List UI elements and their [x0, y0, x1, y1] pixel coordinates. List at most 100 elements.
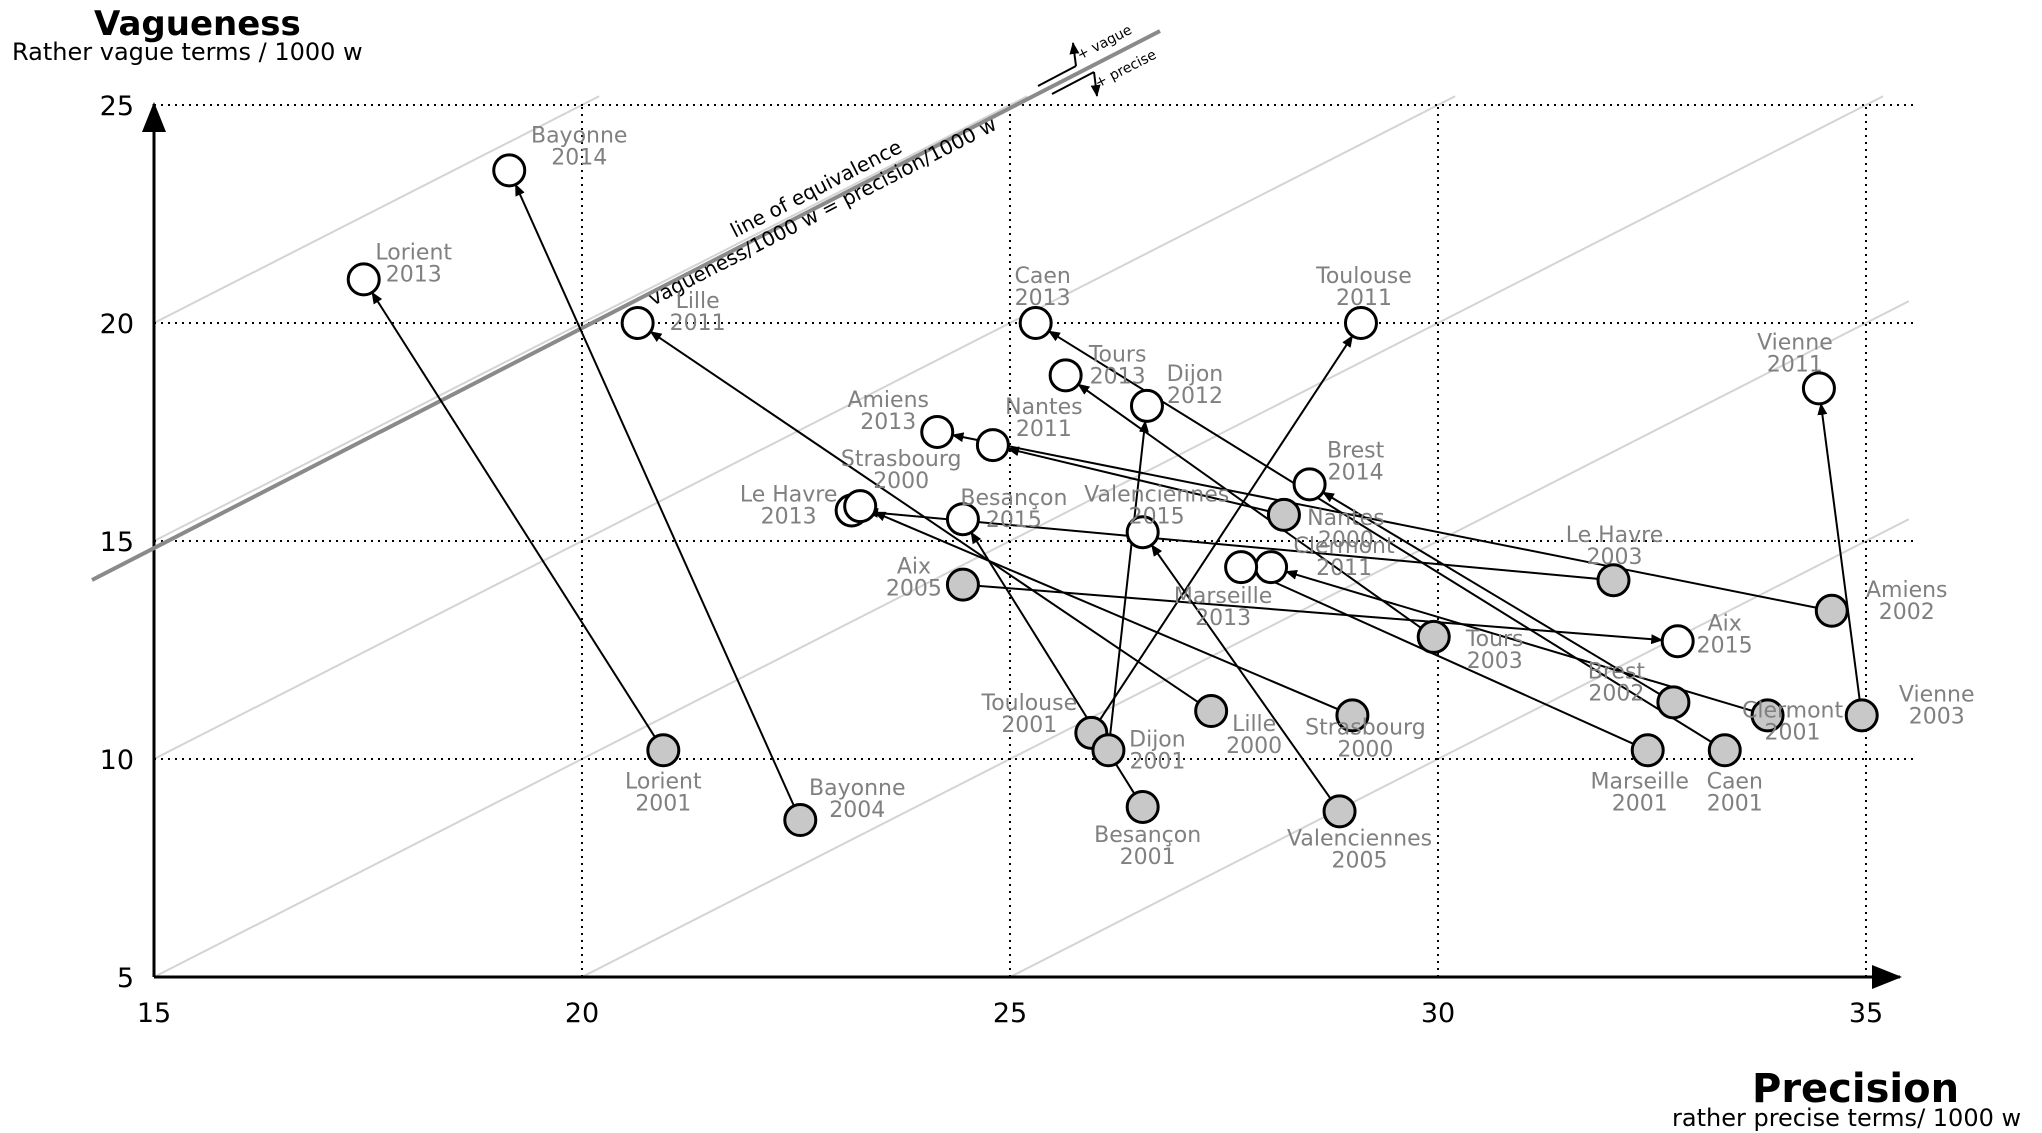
point-label: Strasbourg 2000	[1305, 715, 1426, 762]
diagonal-guide-line	[153, 95, 1028, 542]
equivalence-label-2: vagueness/1000 w = precision/1000 w	[644, 112, 1000, 311]
start-point	[1750, 698, 1785, 733]
point-label: Besançon 2015	[960, 486, 1067, 533]
point-label: Lille 2011	[670, 289, 726, 336]
start-point	[1322, 794, 1357, 829]
precise-tick	[1051, 71, 1095, 95]
point-label: Toulouse 2011	[1315, 264, 1412, 311]
point-label: Bayonne 2014	[531, 123, 627, 170]
tick-labels: 15 20 25 30 35 5 10 15 20 25	[100, 91, 1884, 1029]
point-label: Amiens 2013	[847, 388, 929, 435]
end-point	[346, 262, 381, 297]
diagonal-guide-line	[153, 95, 1456, 760]
trajectory-arrow	[1006, 446, 1270, 513]
trajectory-arrow	[1109, 420, 1149, 735]
trajectory-arrow	[1254, 572, 1634, 745]
point-label: Clermont 2001	[1742, 698, 1844, 745]
point-label: Valenciennes 2005	[1287, 826, 1432, 873]
point-label: Le Havre 2003	[1566, 523, 1664, 570]
point-label: Amiens 2002	[1866, 578, 1948, 625]
point-label: Caen 2013	[1015, 264, 1071, 311]
point-label: Caen 2001	[1707, 769, 1763, 816]
end-point	[843, 489, 878, 524]
start-point	[646, 733, 681, 768]
start-point	[945, 567, 980, 602]
end-point	[1343, 306, 1378, 340]
point-label: Brest 2014	[1327, 438, 1385, 485]
point-label: Nantes 2000	[1307, 506, 1385, 553]
y-axis-title: Vagueness	[94, 4, 301, 44]
trajectory-arrow	[873, 511, 1339, 711]
point-label: Aix 2015	[1697, 611, 1753, 658]
end-point	[1660, 624, 1695, 659]
y-tick-label: 10	[100, 745, 134, 776]
trajectory-arrow	[951, 432, 1817, 609]
point-labels: Lorient 2001 Lorient 2013 Bayonne 2004 Bayonne…	[375, 123, 1974, 873]
trajectory-arrow	[1150, 544, 1332, 800]
start-point	[1266, 497, 1301, 532]
point-label: Tours 2013	[1088, 342, 1147, 389]
axes	[142, 102, 1902, 989]
trajectory-arrow	[371, 291, 656, 738]
x-tick-label: 30	[1421, 998, 1455, 1029]
end-point	[1224, 550, 1259, 585]
vague-arrow	[1069, 42, 1080, 67]
point-label: Strasbourg 2000	[841, 447, 962, 494]
end-point	[492, 153, 527, 188]
point-label: Marseille 2001	[1591, 769, 1689, 816]
point-label: Lorient 2001	[625, 769, 702, 816]
x-tick-label: 25	[993, 998, 1027, 1029]
y-axis-subtitle: Rather vague terms / 1000 w	[12, 38, 363, 66]
end-point	[1048, 358, 1083, 393]
trajectory-arrow	[1099, 335, 1354, 721]
x-tick-label: 35	[1849, 998, 1883, 1029]
end-point	[1129, 388, 1164, 423]
x-axis-title: Precision	[1752, 1066, 1960, 1112]
data-points	[346, 153, 1879, 838]
start-point	[1630, 733, 1665, 768]
grid-lines	[154, 104, 1914, 977]
start-point	[783, 803, 818, 838]
trajectory-arrow	[866, 507, 1599, 580]
start-point	[1596, 563, 1631, 598]
point-label: Bayonne 2004	[809, 776, 905, 823]
end-point	[1254, 550, 1289, 585]
y-tick-label: 20	[100, 309, 134, 340]
point-label: Dijon 2001	[1129, 727, 1186, 774]
start-point	[1335, 698, 1370, 733]
end-point	[1292, 467, 1327, 502]
x-tick-label: 15	[137, 998, 171, 1029]
y-tick-label: 5	[117, 963, 134, 994]
point-label: Valenciennes 2015	[1084, 482, 1229, 529]
start-point	[1814, 593, 1849, 628]
end-point	[1125, 515, 1160, 550]
trajectory-arrow	[1322, 491, 1661, 696]
point-label: Le Havre 2013	[740, 482, 838, 529]
end-point	[620, 306, 655, 340]
y-tick-label: 15	[100, 527, 134, 558]
trajectory-arrow	[1817, 402, 1861, 701]
diagonal-guide-line	[153, 95, 1884, 978]
precise-label: + precise	[1093, 47, 1160, 92]
trajectory-arrows	[371, 183, 1861, 807]
start-point	[1125, 789, 1160, 824]
point-label: Dijon 2012	[1167, 362, 1224, 409]
point-label: Besançon 2001	[1094, 823, 1201, 870]
point-label: Marseille 2013	[1174, 584, 1272, 631]
start-point	[1656, 685, 1691, 720]
vague-tick	[1037, 65, 1077, 87]
start-point	[1844, 698, 1879, 733]
x-axis-subtitle: rather precise terms/ 1000 w	[1672, 1104, 2022, 1132]
y-tick-label: 25	[100, 91, 134, 122]
diagonal-guide-line	[153, 95, 600, 324]
trajectory-arrow	[978, 584, 1664, 645]
start-point	[1416, 619, 1451, 654]
end-point	[945, 502, 980, 537]
end-point	[975, 428, 1010, 463]
point-label: Nantes 2011	[1005, 395, 1083, 442]
point-label: Toulouse 2001	[981, 691, 1078, 738]
point-label: Vienne 2003	[1899, 682, 1975, 729]
point-label: Tours 2003	[1465, 627, 1524, 674]
start-point	[1194, 694, 1229, 729]
